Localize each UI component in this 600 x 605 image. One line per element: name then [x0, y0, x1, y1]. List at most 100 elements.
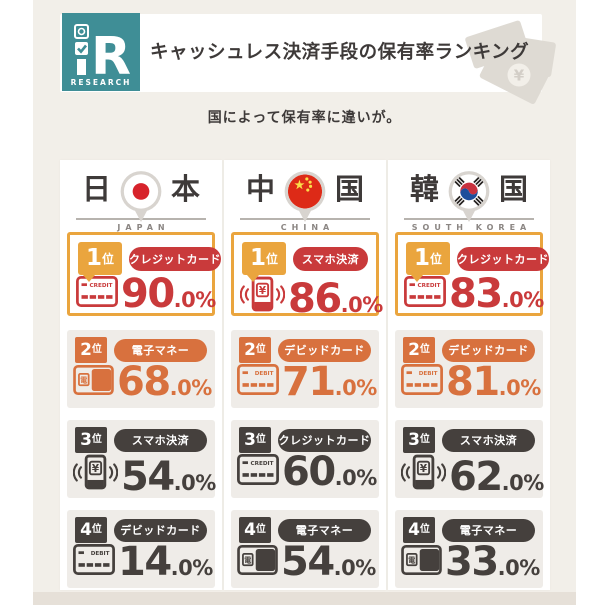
payment-method-pill: スマホ決済	[114, 428, 207, 452]
svg-text:電: 電	[244, 555, 251, 564]
south-korea-flag-icon	[444, 169, 494, 225]
credit-card-icon: CREDIT	[237, 454, 279, 485]
rank-unit: 位	[255, 524, 266, 535]
debit-card-icon: DEBIT	[237, 364, 279, 395]
country-kanji: 本	[171, 171, 201, 206]
rank-number: 2	[408, 339, 420, 360]
payment-method-pill: 電子マネー	[442, 518, 535, 542]
svg-text:¥: ¥	[420, 463, 428, 475]
smartphone-icon: ¥	[73, 454, 118, 490]
rank-unit: 位	[102, 251, 115, 266]
debit-card-icon: DEBIT	[73, 544, 115, 575]
rank-unit: 位	[266, 251, 279, 266]
country-latin-name: JAPAN	[117, 223, 170, 232]
svg-text:DEBIT: DEBIT	[419, 371, 438, 377]
svg-text:CREDIT: CREDIT	[90, 283, 113, 289]
header-band	[60, 14, 542, 92]
debit-card-icon: DEBIT	[401, 364, 443, 395]
rank-number: 2	[80, 339, 92, 360]
country-kanji: 中	[245, 171, 275, 206]
country-latin-name: SOUTH KOREA	[411, 223, 532, 232]
rank-number: 4	[80, 519, 92, 540]
rank-number: 3	[80, 429, 92, 450]
rank-unit: 位	[255, 434, 266, 445]
rank-number: 1	[249, 245, 266, 271]
payment-method-pill: スマホ決済	[442, 428, 535, 452]
japan-title: 日 本	[60, 169, 222, 222]
credit-card-icon: CREDIT	[76, 276, 118, 307]
rank-unit: 位	[255, 344, 266, 355]
payment-method-pill: デビッドカード	[278, 338, 371, 362]
percentage-value: 54.0%	[121, 454, 216, 501]
e-money-icon: 電	[73, 364, 114, 395]
payment-method-pill: 電子マネー	[114, 338, 207, 362]
smartphone-icon: ¥	[240, 276, 285, 312]
payment-method-pill: クレジットカード	[278, 428, 371, 452]
payment-method-pill: クレジットカード	[457, 246, 549, 271]
korea-title: 韓 国	[388, 169, 550, 222]
japan-header: 日 本 JAPAN	[60, 160, 222, 232]
svg-text:¥: ¥	[259, 285, 267, 297]
rank-unit: 位	[91, 434, 102, 445]
percentage-value: 33.0%	[445, 539, 540, 585]
rank-unit: 位	[91, 344, 102, 355]
smartphone-icon: ¥	[401, 454, 446, 490]
country-kanji: 韓	[409, 171, 439, 206]
percentage-value: 60.0%	[282, 449, 377, 496]
country-kanji: 国	[499, 171, 529, 206]
page-title: キャッシュレス決済手段の保有率ランキング	[150, 42, 530, 63]
payment-method-pill: 電子マネー	[278, 518, 371, 542]
payment-method-pill: デビッドカード	[442, 338, 535, 362]
rank-number: 3	[244, 429, 256, 450]
svg-text:DEBIT: DEBIT	[91, 551, 110, 557]
percentage-value: 90.0%	[121, 271, 216, 318]
credit-card-icon: CREDIT	[404, 276, 446, 307]
svg-text:電: 電	[80, 375, 87, 384]
svg-text:CREDIT: CREDIT	[418, 283, 441, 289]
rank-number: 3	[408, 429, 420, 450]
svg-text:DEBIT: DEBIT	[255, 371, 274, 377]
rank-unit: 位	[419, 344, 430, 355]
china-flag-icon	[280, 169, 330, 225]
svg-text:¥: ¥	[92, 463, 100, 475]
rank-number: 4	[408, 519, 420, 540]
svg-text:CREDIT: CREDIT	[251, 461, 274, 467]
banknote-icon: ¥	[462, 12, 564, 108]
rank-unit: 位	[419, 524, 430, 535]
rank-unit: 位	[430, 251, 443, 266]
rank-unit: 位	[419, 434, 430, 445]
percentage-value: 68.0%	[117, 359, 212, 405]
percentage-value: 83.0%	[449, 271, 544, 318]
korea-header: 韓 国 SOUTH KOREA	[388, 160, 550, 232]
research-logo: R RESEARCH	[62, 13, 140, 91]
bottom-strip	[33, 592, 576, 605]
country-latin-name: CHINA	[280, 223, 335, 232]
e-money-icon: 電	[237, 544, 278, 575]
percentage-value: 54.0%	[281, 539, 376, 585]
logo-caption: RESEARCH	[71, 78, 132, 87]
rank-number: 1	[85, 245, 102, 271]
rank-unit: 位	[91, 524, 102, 535]
rank-number: 4	[244, 519, 256, 540]
rank-number: 1	[413, 245, 430, 271]
country-kanji: 日	[81, 171, 111, 206]
